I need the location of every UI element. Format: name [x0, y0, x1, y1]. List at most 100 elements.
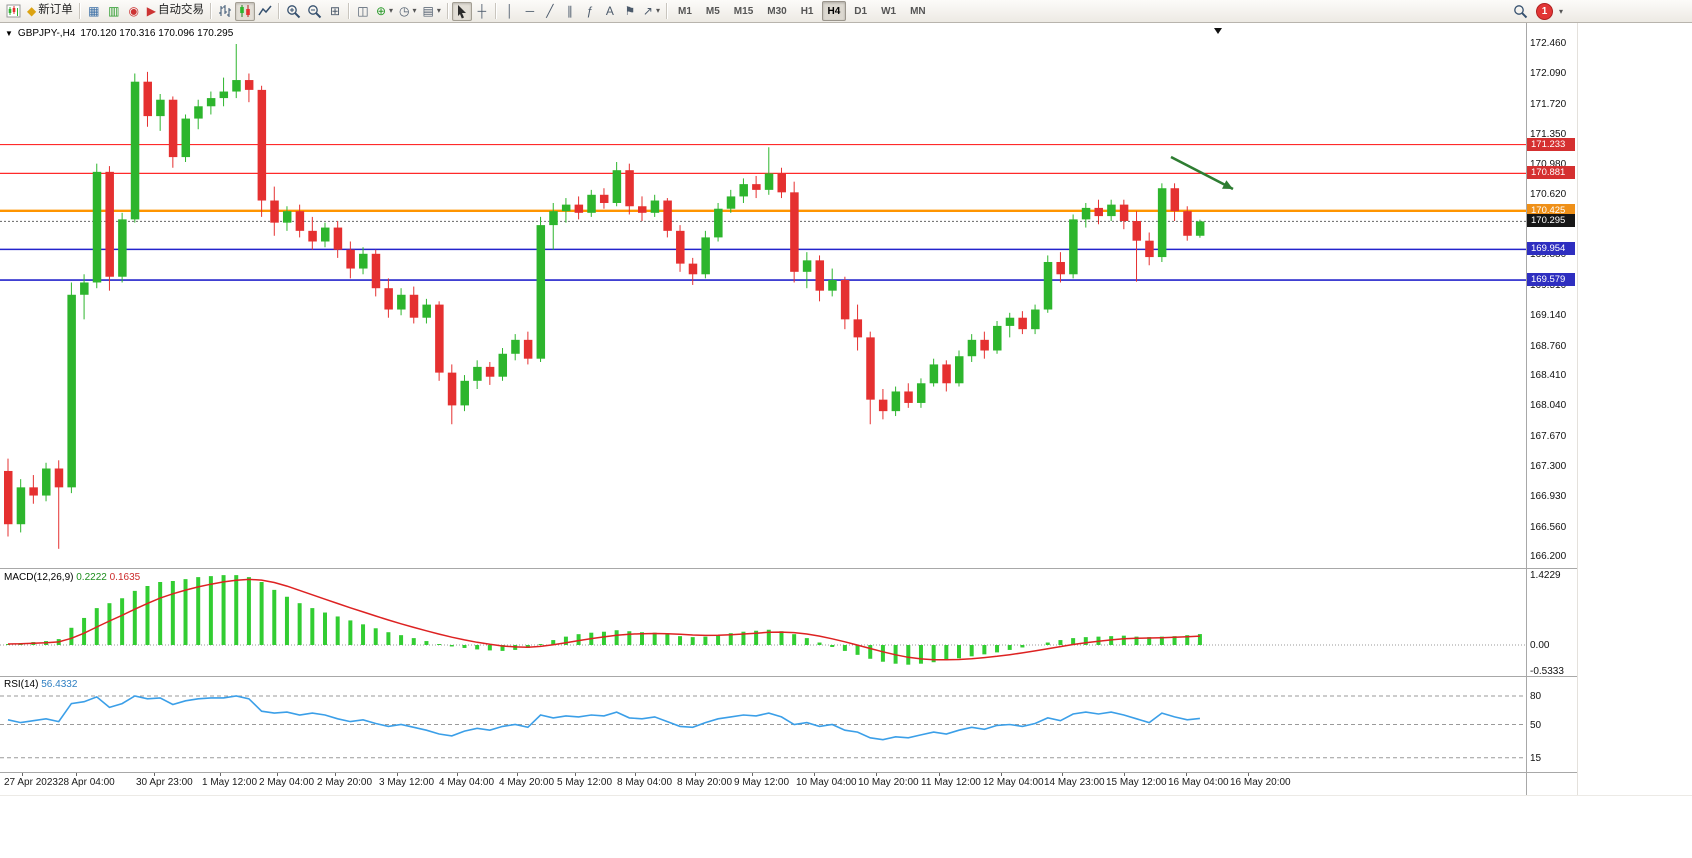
tf-d1-button[interactable]: D1: [854, 5, 868, 17]
line-chart-button[interactable]: [255, 2, 275, 21]
label-button[interactable]: ⚑: [620, 2, 640, 21]
price-tick-label: 50: [1530, 719, 1542, 731]
toolbar-separator: [494, 3, 497, 19]
chevron-down-icon: ▾: [412, 6, 417, 15]
time-tick-label: 4 May 20:00: [499, 777, 555, 788]
macd-signal-value: 0.1635: [109, 572, 141, 583]
price-tick-label: 172.090: [1530, 68, 1567, 80]
autotrade-button[interactable]: ▶ 自动交易: [144, 2, 207, 21]
symbol-period-label: GBPJPY-,H4: [17, 28, 76, 39]
macd-panel-canvas[interactable]: [0, 569, 1526, 676]
price-tag: 169.954: [1527, 242, 1575, 256]
crosshair-button[interactable]: ┼: [472, 2, 492, 21]
cascade-windows-icon: ◫: [357, 4, 369, 18]
macd-name: MACD(12,26,9): [4, 572, 74, 583]
chevron-down-icon: ▾: [389, 6, 394, 15]
fibonacci-button[interactable]: ƒ: [580, 2, 600, 21]
timeframe-group: M1 M5 M15 M30 H1 H4 D1 W1 MN: [671, 1, 933, 21]
price-tick-label: 168.760: [1530, 341, 1567, 353]
cursor-button[interactable]: [451, 1, 472, 21]
cascade-windows-button[interactable]: ◫: [353, 2, 373, 21]
data-window-icon: ▥: [108, 4, 120, 18]
new-order-button[interactable]: ◆ 新订单: [24, 2, 76, 21]
rsi-panel-canvas[interactable]: [0, 677, 1526, 772]
time-tick: [76, 772, 77, 776]
time-tick-label: 12 May 04:00: [983, 777, 1044, 788]
client-area-right: [1577, 23, 1692, 795]
tf-h1-button[interactable]: H1: [800, 5, 814, 17]
zoom-out-button[interactable]: [304, 2, 325, 21]
search-button[interactable]: [1510, 2, 1531, 21]
price-tick-label: 170.980: [1530, 159, 1567, 171]
horizontal-line-icon: ─: [525, 4, 535, 18]
panel-separator[interactable]: [0, 676, 1577, 677]
time-tick-label: 10 May 04:00: [796, 777, 857, 788]
templates-button[interactable]: ▤ ▾: [420, 2, 444, 21]
tf-mn-button[interactable]: MN: [910, 5, 926, 17]
shapes-button[interactable]: ↗ ▾: [640, 2, 663, 21]
time-tick: [22, 772, 23, 776]
periods-button[interactable]: ◷ ▾: [396, 2, 420, 21]
search-icon: [1514, 5, 1528, 19]
time-tick-label: 1 May 12:00: [202, 777, 258, 788]
time-tick-label: 16 May 20:00: [1230, 777, 1291, 788]
toolbar-separator: [665, 3, 668, 19]
time-tick-label: 10 May 20:00: [858, 777, 919, 788]
new-order-label: 新订单: [38, 4, 73, 17]
navigator-button[interactable]: ◉: [124, 2, 144, 21]
price-tick-label: 169.140: [1530, 310, 1567, 322]
horizontal-line-button[interactable]: ─: [520, 2, 540, 21]
new-chart-button[interactable]: [3, 2, 24, 21]
price-tick-label: 166.930: [1530, 491, 1567, 503]
new-chart-icon: [6, 4, 21, 18]
chevron-down-icon: ▾: [436, 6, 441, 15]
time-tick-label: 28 Apr 04:00: [58, 777, 115, 788]
tf-w1-button[interactable]: W1: [881, 5, 897, 17]
shapes-icon: ↗: [642, 4, 653, 18]
time-tick: [457, 772, 458, 776]
ohlc-values-label: 170.120 170.316 170.096 170.295: [80, 28, 234, 39]
time-tick-label: 4 May 04:00: [439, 777, 495, 788]
time-tick-label: 3 May 12:00: [379, 777, 435, 788]
candlestick-chart-button[interactable]: [234, 1, 255, 21]
channel-icon: ∥: [566, 4, 573, 18]
line-chart-icon: [258, 5, 272, 16]
panel-separator[interactable]: [0, 568, 1577, 569]
tf-m1-button[interactable]: M1: [677, 5, 692, 17]
trendline-button[interactable]: ╱: [540, 2, 560, 21]
zoom-in-button[interactable]: [283, 2, 304, 21]
rsi-label: RSI(14) 56.4332: [4, 679, 77, 690]
one-click-trading-toggle[interactable]: ▼: [5, 29, 13, 38]
time-tick: [752, 772, 753, 776]
price-tick-label: 168.410: [1530, 369, 1567, 381]
tf-h4-button[interactable]: H4: [821, 1, 847, 21]
tf-m5-button[interactable]: M5: [705, 5, 720, 17]
channel-button[interactable]: ∥: [560, 2, 580, 21]
time-axis[interactable]: 27 Apr 2023 28 Apr 04:00 30 Apr 23:00 1 May…: [0, 772, 1577, 795]
toolbar-right-group: 1 ▾: [1510, 2, 1563, 21]
tf-m15-button[interactable]: M15: [733, 5, 754, 17]
text-button[interactable]: A: [600, 2, 620, 21]
toolbar-overflow-button[interactable]: ▾: [1559, 7, 1564, 16]
notifications-badge[interactable]: 1: [1536, 3, 1553, 20]
indicators-button[interactable]: ⊕ ▾: [373, 2, 396, 21]
price-tick-label: 80: [1530, 691, 1542, 702]
chart-title: ▼ GBPJPY-,H4 170.120 170.316 170.096 170…: [5, 28, 233, 39]
time-tick: [635, 772, 636, 776]
vertical-line-button[interactable]: │: [500, 2, 520, 21]
bar-chart-button[interactable]: [215, 2, 235, 21]
trendline-icon: ╱: [546, 4, 554, 18]
data-window-button[interactable]: ▥: [104, 2, 124, 21]
navigator-icon: ◉: [128, 4, 139, 18]
tile-windows-button[interactable]: ⊞: [325, 2, 345, 21]
time-tick-label: 8 May 20:00: [677, 777, 733, 788]
toolbar-separator: [347, 3, 350, 19]
time-tick: [154, 772, 155, 776]
main-chart-canvas[interactable]: [0, 23, 1526, 568]
price-tag: 169.579: [1527, 273, 1575, 287]
time-tick: [575, 772, 576, 776]
tf-m30-button[interactable]: M30: [767, 5, 787, 17]
market-watch-button[interactable]: ▦: [84, 2, 104, 21]
candlestick-chart-icon: [240, 5, 250, 17]
time-tick: [1124, 772, 1125, 776]
